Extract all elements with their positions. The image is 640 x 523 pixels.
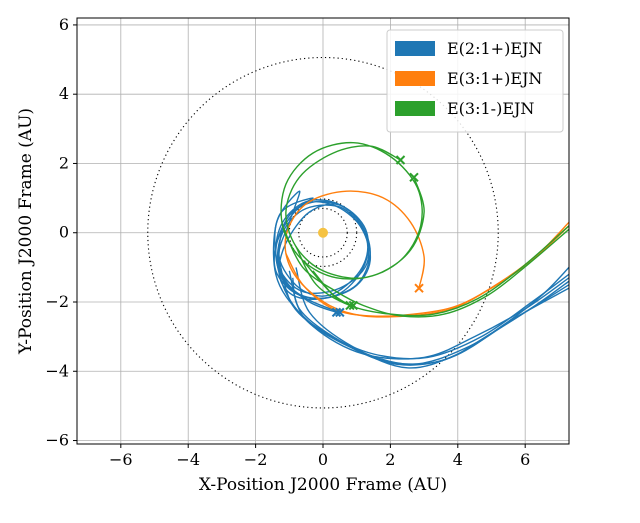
trajectory-tracks [272, 141, 569, 369]
x-tick-label: 2 [385, 450, 395, 469]
reference-orbit [147, 56, 499, 409]
x-tick-label: −6 [109, 450, 133, 469]
series-3-track [280, 141, 425, 280]
y-tick-label: −2 [45, 292, 69, 311]
series-1-track [295, 267, 569, 369]
series-1-end-marker [335, 307, 345, 318]
legend-swatch-2 [395, 71, 435, 86]
x-tick-label: −4 [176, 450, 200, 469]
y-tick-label: 6 [59, 15, 69, 34]
legend-swatch-1 [395, 41, 435, 56]
series-1-track [278, 260, 569, 360]
series-3-end-marker [345, 300, 355, 311]
x-tick-label: 6 [520, 450, 530, 469]
series-3-track [281, 225, 569, 318]
reference-orbit [298, 207, 348, 258]
legend-label-1: E(2:1+)EJN [447, 39, 542, 58]
y-tick-label: 4 [59, 84, 69, 103]
legend-label-2: E(3:1+)EJN [447, 69, 542, 88]
series-3-end-marker [409, 172, 419, 183]
series-3-end-marker [395, 155, 406, 165]
end-markers [318, 155, 424, 318]
axis-ticks: −6 −4 −2 0 2 4 6 −6 −4 −2 0 2 4 6 [45, 15, 530, 469]
x-tick-label: 4 [453, 450, 463, 469]
series-3-end-marker [348, 300, 359, 311]
legend: E(2:1+)EJN E(3:1+)EJN E(3:1-)EJN [386, 29, 564, 133]
sun-marker [318, 227, 328, 238]
x-axis-label: X-Position J2000 Frame (AU) [199, 475, 447, 495]
x-tick-label: 0 [318, 450, 328, 469]
series-2-end-marker [414, 283, 424, 293]
series-3-track [295, 225, 569, 317]
series-1-end-marker [331, 307, 342, 318]
y-axis-label: Y-Position J2000 Frame (AU) [16, 108, 36, 355]
y-tick-label: −6 [45, 431, 69, 450]
x-tick-label: −2 [244, 450, 268, 469]
legend-label-3: E(3:1-)EJN [447, 99, 534, 118]
y-tick-label: 0 [59, 223, 69, 242]
legend-swatch-3 [395, 101, 435, 116]
y-tick-label: −4 [45, 361, 69, 380]
y-tick-label: 2 [59, 153, 69, 172]
